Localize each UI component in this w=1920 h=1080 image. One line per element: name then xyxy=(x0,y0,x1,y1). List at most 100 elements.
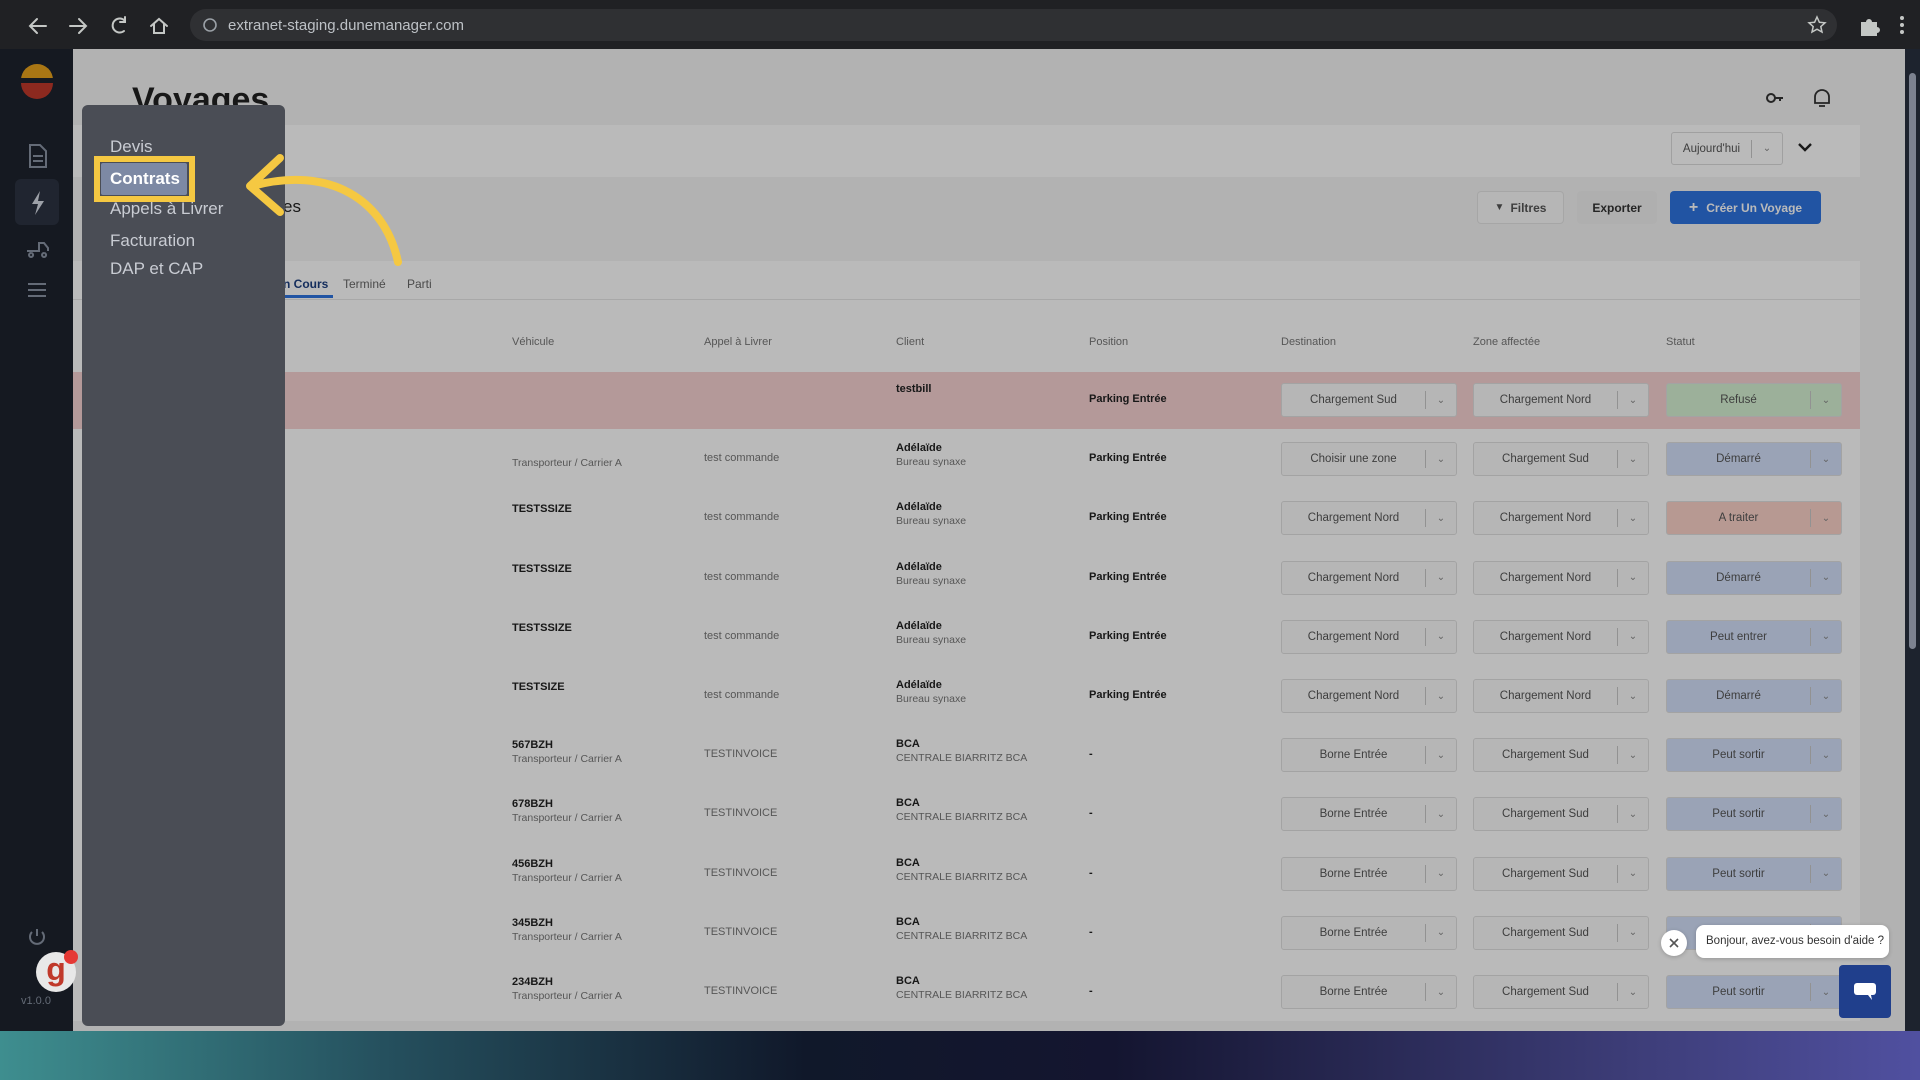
date-filter[interactable]: Aujourd'hui ⌄ xyxy=(1671,132,1783,165)
extension-icons[interactable] xyxy=(1858,14,1914,36)
dropdown-chevron: ⌄ xyxy=(1628,690,1638,702)
zone-select[interactable]: Chargement Sud ⌄ xyxy=(1473,975,1649,1009)
menu-item[interactable]: Devis xyxy=(110,137,153,156)
dropdown-label: Démarré xyxy=(1716,690,1761,702)
zone-select[interactable]: Chargement Nord ⌄ xyxy=(1473,560,1649,595)
menu-item[interactable]: Facturation xyxy=(110,231,196,250)
dropdown-separator xyxy=(1810,568,1811,587)
cell-client: Adélaïde xyxy=(896,619,942,632)
cell-carrier: Transporteur / Carrier A xyxy=(512,930,622,943)
cell-client: testbill xyxy=(896,383,932,395)
cell-vehicle: TESTSSIZE xyxy=(512,562,572,575)
zone-select[interactable]: Chargement Sud ⌄ xyxy=(1473,915,1649,950)
destination-select[interactable]: Chargement Nord ⌄ xyxy=(1281,619,1457,654)
cell-carrier: Transporteur / Carrier A xyxy=(512,871,622,884)
menu-item[interactable]: Contrats xyxy=(110,169,180,188)
zone-select[interactable]: Chargement Nord ⌄ xyxy=(1473,619,1649,654)
status-select[interactable]: Refusé ⌄ xyxy=(1666,383,1842,417)
cell-client: Adélaïde xyxy=(896,501,942,514)
chat-close[interactable] xyxy=(1661,930,1687,956)
dropdown-label: Chargement Sud xyxy=(1502,749,1589,762)
scroll-thumb[interactable] xyxy=(1909,73,1916,649)
destination-select[interactable]: Borne Entrée ⌄ xyxy=(1281,915,1457,950)
tab[interactable]: En Cours xyxy=(275,277,329,291)
status-select[interactable]: A traiter ⌄ xyxy=(1666,501,1842,536)
tab[interactable]: Terminé xyxy=(343,277,386,291)
site-info-icon xyxy=(203,18,217,32)
menu-item[interactable]: Appels à Livrer xyxy=(110,199,224,218)
cell-carrier: Transporteur / Carrier A xyxy=(512,457,622,470)
modal-overlay[interactable] xyxy=(0,49,1905,1031)
chat-bubble[interactable]: Bonjour, avez-vous besoin d'aide ? xyxy=(1696,925,1889,958)
destination-select[interactable]: Chargement Nord ⌄ xyxy=(1281,679,1457,713)
destination-select[interactable]: Borne Entrée ⌄ xyxy=(1281,856,1457,891)
dropdown-separator xyxy=(1617,627,1618,646)
status-select[interactable]: Démarré ⌄ xyxy=(1666,560,1842,595)
destination-select[interactable]: Borne Entrée ⌄ xyxy=(1281,797,1457,832)
dropdown-label: Chargement Nord xyxy=(1499,630,1592,643)
zone-select[interactable]: Chargement Nord ⌄ xyxy=(1473,679,1649,713)
desktop-strip xyxy=(0,1031,1920,1080)
collapse-icon[interactable] xyxy=(1795,137,1815,157)
dropdown-chevron: ⌄ xyxy=(1628,749,1638,761)
cell-client-sub: Bureau synaxe xyxy=(896,633,967,646)
dropdown-chevron: ⌄ xyxy=(1628,512,1638,524)
cell-client-sub: CENTRALE BIARRITZ BCA xyxy=(896,811,1028,824)
zone-select[interactable]: Chargement Nord ⌄ xyxy=(1473,383,1649,417)
status-select[interactable]: Démarré ⌄ xyxy=(1666,679,1842,713)
zone-select[interactable]: Chargement Sud ⌄ xyxy=(1473,856,1649,891)
zone-select[interactable]: Chargement Sud ⌄ xyxy=(1473,738,1649,773)
dropdown-chevron: ⌄ xyxy=(1821,808,1831,820)
status-select[interactable]: Démarré ⌄ xyxy=(1666,442,1842,477)
cell-position: Parking Entrée xyxy=(1089,689,1167,701)
dropdown-label: Démarré xyxy=(1716,571,1761,584)
zone-select[interactable]: Chargement Sud ⌄ xyxy=(1473,797,1649,832)
cell-appel: TESTINVOICE xyxy=(704,925,778,938)
sidebar: v1.0.0 xyxy=(0,49,73,1031)
column-header: Statut xyxy=(1666,336,1695,348)
destination-select[interactable]: Choisir une zone ⌄ xyxy=(1281,442,1457,477)
dropdown-label: Chargement Nord xyxy=(1307,571,1400,584)
dropdown-label: A traiter xyxy=(1718,512,1759,525)
toolbar-button[interactable]: ▼ Filtres xyxy=(1477,191,1564,224)
zone-select[interactable]: Chargement Sud ⌄ xyxy=(1473,442,1649,477)
cell-client-sub: CENTRALE BIARRITZ BCA xyxy=(896,989,1028,1001)
cell-client-sub: Bureau synaxe xyxy=(896,456,967,469)
cell-carrier: Transporteur / Carrier A xyxy=(512,812,622,825)
bookmark-icon[interactable] xyxy=(1807,15,1827,35)
status-select[interactable]: Peut sortir ⌄ xyxy=(1666,975,1842,1009)
cell-appel: test commande xyxy=(704,570,780,583)
dropdown-label: Peut sortir xyxy=(1712,808,1765,821)
destination-select[interactable]: Chargement Sud ⌄ xyxy=(1281,383,1457,417)
cell-client-sub: Bureau synaxe xyxy=(896,693,967,705)
chat-button[interactable] xyxy=(1839,965,1891,1018)
menu-item[interactable]: DAP et CAP xyxy=(110,259,204,278)
destination-select[interactable]: Borne Entrée ⌄ xyxy=(1281,738,1457,773)
dropdown-separator xyxy=(1617,391,1618,409)
dropdown-label: Peut sortir xyxy=(1712,867,1765,880)
cell-client-sub: CENTRALE BIARRITZ BCA xyxy=(896,870,1028,883)
status-select[interactable]: Peut sortir ⌄ xyxy=(1666,856,1842,891)
toolbar-button[interactable]: + Créer Un Voyage xyxy=(1670,191,1821,224)
power-icon[interactable] xyxy=(27,927,47,947)
zone-select[interactable]: Chargement Nord ⌄ xyxy=(1473,501,1649,536)
column-header: Destination xyxy=(1281,336,1337,348)
status-select[interactable]: Peut entrer ⌄ xyxy=(1666,619,1842,654)
dropdown-chevron: ⌄ xyxy=(1436,512,1446,524)
status-select[interactable]: Peut sortir ⌄ xyxy=(1666,738,1842,773)
nav-icons[interactable] xyxy=(0,129,73,369)
toolbar-button[interactable]: Exporter xyxy=(1577,191,1657,224)
dropdown-label: Chargement Sud xyxy=(1310,394,1397,406)
destination-select[interactable]: Borne Entrée ⌄ xyxy=(1281,975,1457,1009)
header-icons[interactable] xyxy=(1763,87,1833,109)
destination-select[interactable]: Chargement Nord ⌄ xyxy=(1281,560,1457,595)
cell-vehicle: 567BZH xyxy=(512,739,553,752)
tab[interactable]: Parti xyxy=(407,277,432,291)
url-field[interactable]: extranet-staging.dunemanager.com xyxy=(190,9,1837,41)
cell-client-sub: CENTRALE BIARRITZ BCA xyxy=(896,929,1028,942)
cell-appel: TESTINVOICE xyxy=(704,748,778,761)
help-badge[interactable]: g xyxy=(36,952,76,992)
destination-select[interactable]: Chargement Nord ⌄ xyxy=(1281,501,1457,536)
dropdown-separator xyxy=(1425,687,1426,705)
status-select[interactable]: Peut sortir ⌄ xyxy=(1666,797,1842,832)
